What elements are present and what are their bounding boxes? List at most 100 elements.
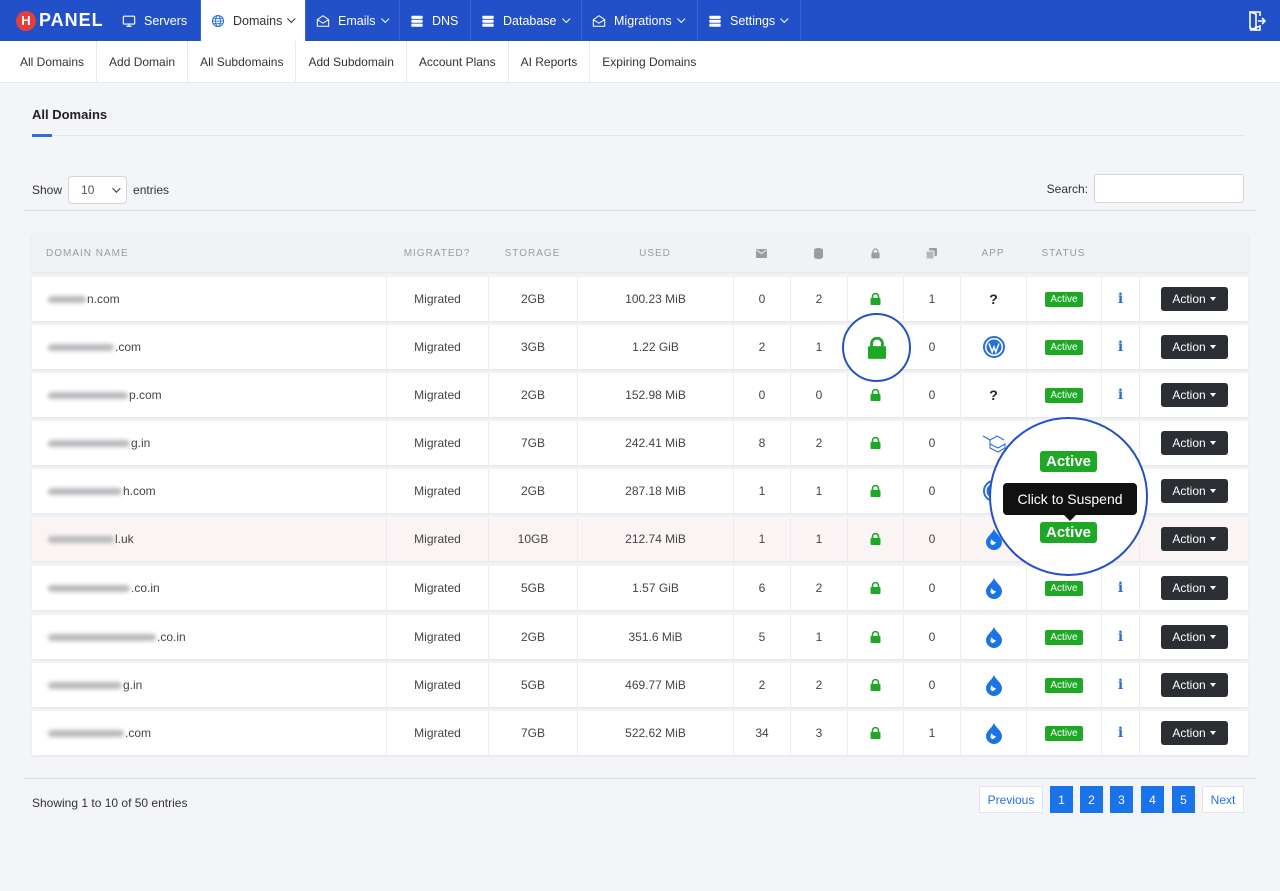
- nav-database[interactable]: Database: [471, 0, 582, 41]
- ssl-lock-icon: [870, 389, 881, 401]
- caret-down-icon: [1209, 731, 1216, 735]
- nav-domains[interactable]: Domains: [201, 0, 306, 41]
- domain-cell[interactable]: .co.in: [32, 615, 386, 659]
- action-dropdown-button[interactable]: Action: [1160, 576, 1228, 600]
- domain-cell[interactable]: g.in: [32, 421, 386, 465]
- action-dropdown-button[interactable]: Action: [1160, 673, 1228, 697]
- subnav-add-subdomain[interactable]: Add Subdomain: [296, 41, 407, 82]
- action-dropdown-button[interactable]: Action: [1160, 625, 1228, 649]
- suspend-tooltip: Click to Suspend: [1003, 483, 1137, 521]
- caret-down-icon: [1209, 586, 1216, 590]
- action-dropdown-button[interactable]: Action: [1160, 335, 1228, 359]
- header-ftp[interactable]: [903, 234, 960, 272]
- info-icon[interactable]: i: [1117, 387, 1124, 403]
- pagination-page-3[interactable]: 3: [1110, 786, 1133, 813]
- nav-dns[interactable]: DNS: [400, 0, 471, 41]
- action-dropdown-button[interactable]: Action: [1160, 287, 1228, 311]
- copy-icon: [926, 247, 937, 259]
- search-input[interactable]: [1094, 174, 1244, 203]
- header-databases[interactable]: [790, 234, 847, 272]
- nav-emails[interactable]: Emails: [306, 0, 400, 41]
- info-icon[interactable]: i: [1117, 580, 1124, 596]
- subnav-all-subdomains[interactable]: All Subdomains: [188, 41, 297, 82]
- ftp-cell: 0: [903, 566, 960, 610]
- envelope-open-icon: [592, 14, 606, 27]
- databases-cell: 1: [790, 469, 847, 513]
- nav-migrations[interactable]: Migrations: [582, 0, 698, 41]
- pagination-next[interactable]: Next: [1202, 786, 1244, 813]
- domain-cell[interactable]: l.uk: [32, 517, 386, 561]
- domain-cell[interactable]: p.com: [32, 373, 386, 417]
- pagination-page-1[interactable]: 1: [1050, 786, 1073, 813]
- header-emails[interactable]: [733, 234, 790, 272]
- nav-servers[interactable]: Servers: [113, 0, 201, 41]
- status-badge[interactable]: Active: [1045, 629, 1083, 645]
- domain-name: g.in: [123, 678, 143, 692]
- domain-name: .com: [125, 726, 152, 740]
- header-status[interactable]: STATUS: [1041, 247, 1086, 259]
- action-label: Action: [1172, 340, 1206, 354]
- storage-cell: 2GB: [488, 469, 577, 513]
- action-dropdown-button[interactable]: Action: [1160, 479, 1228, 503]
- status-badge[interactable]: Active: [1045, 677, 1083, 693]
- header-domain-name[interactable]: DOMAIN NAME: [46, 247, 129, 259]
- entries-control: Show 10 entries: [32, 176, 169, 204]
- status-badge[interactable]: Active: [1045, 580, 1083, 596]
- used-cell: 469.77 MiB: [577, 663, 733, 707]
- action-dropdown-button[interactable]: Action: [1160, 527, 1228, 551]
- header-ssl[interactable]: [847, 234, 903, 272]
- pagination-page-2[interactable]: 2: [1080, 786, 1103, 813]
- subnav-ai-reports[interactable]: AI Reports: [509, 41, 591, 82]
- domain-cell[interactable]: .com: [32, 325, 386, 369]
- ssl-lock-icon: [870, 679, 881, 691]
- entries-select-value: 10: [81, 183, 95, 197]
- emails-cell: 2: [733, 325, 790, 369]
- status-cell: Active: [1026, 277, 1101, 321]
- info-icon[interactable]: i: [1117, 339, 1124, 355]
- ftp-cell: 0: [903, 421, 960, 465]
- info-icon[interactable]: i: [1117, 725, 1124, 741]
- header-used[interactable]: USED: [639, 247, 671, 259]
- subnav-all-domains[interactable]: All Domains: [0, 41, 98, 82]
- info-icon[interactable]: i: [1117, 677, 1124, 693]
- domain-cell[interactable]: h.com: [32, 469, 386, 513]
- pagination-previous[interactable]: Previous: [979, 786, 1043, 813]
- domain-cell[interactable]: g.in: [32, 663, 386, 707]
- pagination-page-4[interactable]: 4: [1141, 786, 1164, 813]
- info-icon[interactable]: i: [1117, 291, 1124, 307]
- status-badge[interactable]: Active: [1045, 725, 1083, 741]
- subnav-expiring-domains[interactable]: Expiring Domains: [602, 54, 697, 69]
- caret-down-icon: [1209, 489, 1216, 493]
- status-badge-enlarged[interactable]: Active: [1040, 451, 1098, 472]
- nav-settings[interactable]: Settings: [698, 0, 801, 41]
- header-migrated[interactable]: MIGRATED?: [403, 247, 471, 259]
- logout-icon[interactable]: [1248, 11, 1266, 31]
- subnav-account-plans[interactable]: Account Plans: [407, 41, 509, 82]
- header-app[interactable]: APP: [981, 247, 1005, 259]
- status-cell: Active: [1026, 663, 1101, 707]
- domain-cell[interactable]: .co.in: [32, 566, 386, 610]
- domain-cell[interactable]: .com: [32, 711, 386, 755]
- nav-database-label: Database: [503, 13, 557, 28]
- status-badge[interactable]: Active: [1045, 339, 1083, 355]
- pagination-page-5[interactable]: 5: [1172, 786, 1195, 813]
- subnav-add-domain[interactable]: Add Domain: [97, 41, 189, 82]
- action-dropdown-button[interactable]: Action: [1160, 431, 1228, 455]
- action-dropdown-button[interactable]: Action: [1160, 721, 1228, 745]
- action-dropdown-button[interactable]: Action: [1160, 383, 1228, 407]
- chevron-down-icon: [287, 14, 296, 23]
- status-badge[interactable]: Active: [1045, 291, 1083, 307]
- ssl-lock-icon: [870, 437, 881, 449]
- brand-logo[interactable]: H PANEL: [0, 0, 113, 41]
- used-cell: 212.74 MiB: [577, 517, 733, 561]
- status-badge-enlarged[interactable]: Active: [1040, 522, 1098, 543]
- entries-info: Showing 1 to 10 of 50 entries: [32, 796, 188, 810]
- action-cell: Action: [1139, 277, 1248, 321]
- action-label: Action: [1172, 388, 1206, 402]
- redacted-text: [48, 295, 86, 303]
- header-storage[interactable]: STORAGE: [504, 247, 561, 259]
- status-badge[interactable]: Active: [1045, 387, 1083, 403]
- entries-select[interactable]: 10: [68, 176, 128, 204]
- domain-cell[interactable]: n.com: [32, 277, 386, 321]
- info-icon[interactable]: i: [1117, 629, 1124, 645]
